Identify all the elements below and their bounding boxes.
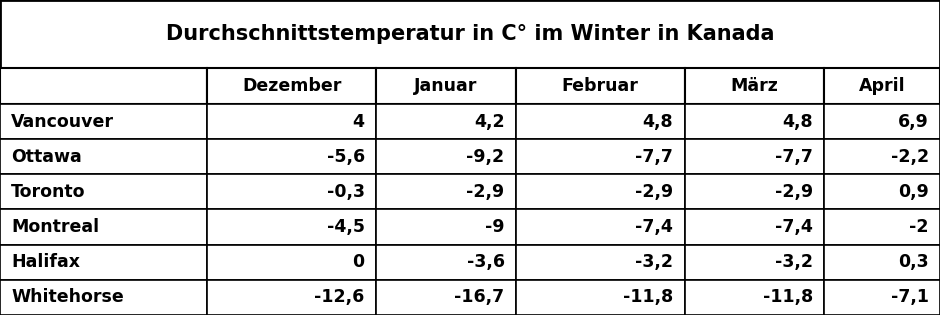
Bar bbox=[684, 245, 824, 280]
Text: 4: 4 bbox=[352, 112, 365, 130]
Text: Dezember: Dezember bbox=[242, 77, 341, 95]
Text: -5,6: -5,6 bbox=[326, 148, 365, 166]
Bar bbox=[376, 174, 516, 209]
Bar bbox=[208, 209, 376, 245]
Bar bbox=[684, 68, 824, 104]
Text: -9,2: -9,2 bbox=[466, 148, 505, 166]
Bar bbox=[684, 139, 824, 174]
Text: -9: -9 bbox=[485, 218, 505, 236]
Text: -2,9: -2,9 bbox=[466, 183, 505, 201]
Text: -3,2: -3,2 bbox=[635, 253, 673, 271]
Bar bbox=[824, 139, 940, 174]
Bar bbox=[0, 280, 208, 315]
Bar bbox=[376, 139, 516, 174]
Bar bbox=[516, 174, 684, 209]
Bar bbox=[0, 209, 208, 245]
Text: März: März bbox=[730, 77, 778, 95]
Bar bbox=[0, 104, 208, 139]
Bar bbox=[376, 104, 516, 139]
Bar bbox=[824, 209, 940, 245]
Text: Halifax: Halifax bbox=[11, 253, 80, 271]
Bar bbox=[376, 245, 516, 280]
Bar bbox=[208, 174, 376, 209]
Text: 0,3: 0,3 bbox=[898, 253, 929, 271]
Text: -3,6: -3,6 bbox=[466, 253, 505, 271]
Text: -12,6: -12,6 bbox=[315, 289, 365, 306]
Text: Februar: Februar bbox=[562, 77, 638, 95]
Bar bbox=[208, 245, 376, 280]
Text: -7,7: -7,7 bbox=[776, 148, 813, 166]
Bar bbox=[376, 209, 516, 245]
Text: 6,9: 6,9 bbox=[898, 112, 929, 130]
Text: -7,7: -7,7 bbox=[635, 148, 673, 166]
Text: -7,4: -7,4 bbox=[776, 218, 813, 236]
Bar bbox=[0, 68, 208, 104]
Text: 0: 0 bbox=[352, 253, 365, 271]
Text: -2,9: -2,9 bbox=[775, 183, 813, 201]
Text: -11,8: -11,8 bbox=[623, 289, 673, 306]
Text: -2,2: -2,2 bbox=[890, 148, 929, 166]
Bar bbox=[208, 68, 376, 104]
Bar bbox=[684, 280, 824, 315]
Text: 4,2: 4,2 bbox=[474, 112, 505, 130]
Text: 4,8: 4,8 bbox=[782, 112, 813, 130]
Bar bbox=[0, 245, 208, 280]
Text: Vancouver: Vancouver bbox=[11, 112, 115, 130]
Text: Montreal: Montreal bbox=[11, 218, 100, 236]
Text: Januar: Januar bbox=[415, 77, 478, 95]
Bar bbox=[684, 104, 824, 139]
Text: 0,9: 0,9 bbox=[898, 183, 929, 201]
Bar bbox=[824, 68, 940, 104]
Bar bbox=[684, 174, 824, 209]
Text: -7,1: -7,1 bbox=[891, 289, 929, 306]
Bar bbox=[516, 68, 684, 104]
Bar bbox=[824, 245, 940, 280]
Bar bbox=[0, 0, 940, 68]
Text: -4,5: -4,5 bbox=[327, 218, 365, 236]
Text: Toronto: Toronto bbox=[11, 183, 86, 201]
Bar bbox=[516, 209, 684, 245]
Bar bbox=[208, 280, 376, 315]
Text: Ottawa: Ottawa bbox=[11, 148, 82, 166]
Bar bbox=[684, 209, 824, 245]
Bar bbox=[376, 280, 516, 315]
Bar bbox=[824, 280, 940, 315]
Text: April: April bbox=[859, 77, 905, 95]
Bar bbox=[0, 174, 208, 209]
Text: -11,8: -11,8 bbox=[762, 289, 813, 306]
Text: -16,7: -16,7 bbox=[454, 289, 505, 306]
Text: Whitehorse: Whitehorse bbox=[11, 289, 124, 306]
Bar bbox=[516, 245, 684, 280]
Bar bbox=[0, 139, 208, 174]
Text: -2,9: -2,9 bbox=[635, 183, 673, 201]
Bar bbox=[516, 139, 684, 174]
Bar bbox=[516, 104, 684, 139]
Text: -0,3: -0,3 bbox=[327, 183, 365, 201]
Bar bbox=[208, 139, 376, 174]
Text: 4,8: 4,8 bbox=[643, 112, 673, 130]
Text: -2: -2 bbox=[909, 218, 929, 236]
Bar bbox=[208, 104, 376, 139]
Bar bbox=[824, 174, 940, 209]
Text: -3,2: -3,2 bbox=[775, 253, 813, 271]
Text: Durchschnittstemperatur in C° im Winter in Kanada: Durchschnittstemperatur in C° im Winter … bbox=[165, 24, 775, 44]
Bar bbox=[516, 280, 684, 315]
Text: -7,4: -7,4 bbox=[635, 218, 673, 236]
Bar bbox=[376, 68, 516, 104]
Bar bbox=[824, 104, 940, 139]
